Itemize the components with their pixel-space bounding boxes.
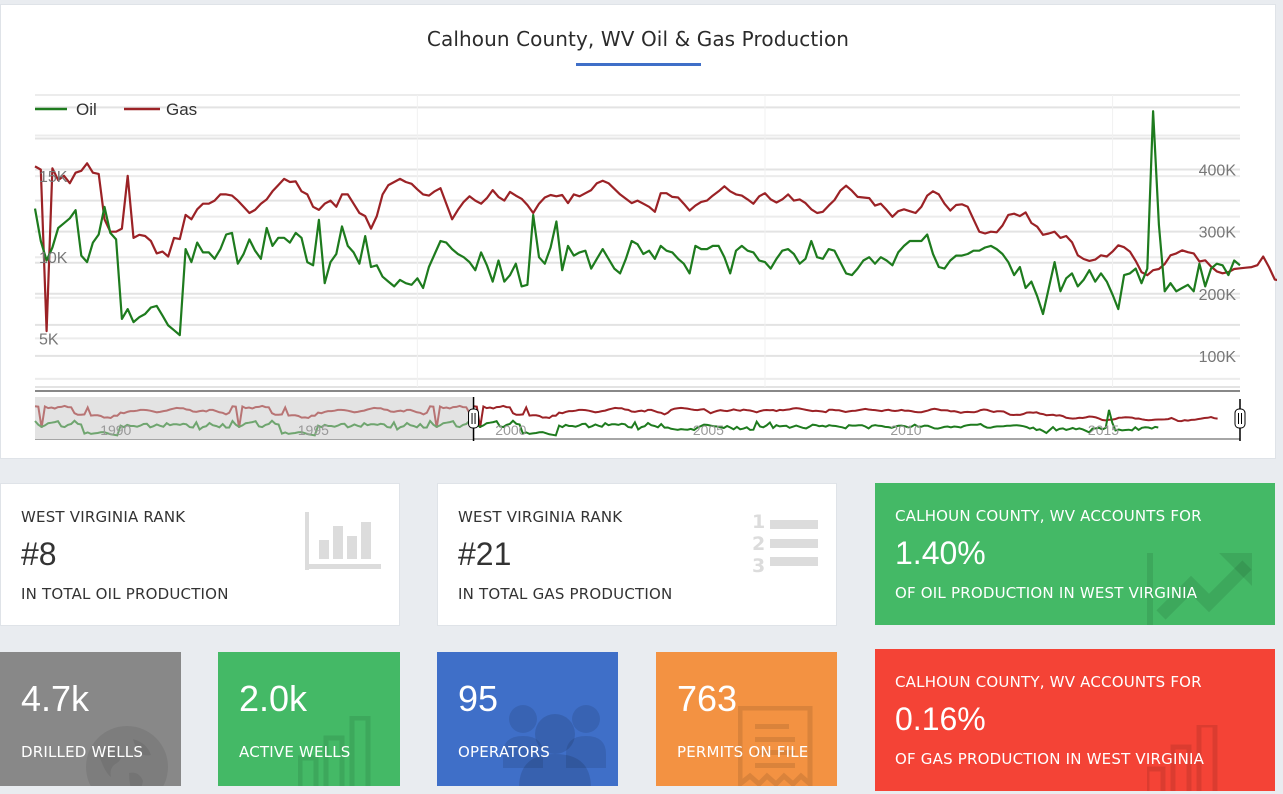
svg-text:2: 2 bbox=[752, 533, 765, 555]
tile-heading: WEST VIRGINIA RANK bbox=[21, 508, 186, 526]
tile-caption: OF GAS PRODUCTION IN WEST VIRGINIA bbox=[895, 750, 1205, 768]
production-chart-card: 5K 10K 15K 100K 200K 300K 400K Oil Gas 1990 199… bbox=[0, 4, 1277, 459]
navigator-year-label: 2000 bbox=[495, 422, 526, 438]
active-wells-label: ACTIVE WELLS bbox=[239, 743, 351, 761]
operators-label: OPERATORS bbox=[458, 743, 550, 761]
gas-rank-tile: WEST VIRGINIA RANK #21 IN TOTAL GAS PROD… bbox=[437, 483, 837, 626]
legend-gas-label: Gas bbox=[166, 100, 197, 119]
y-right-tick-label: 200K bbox=[1199, 287, 1237, 304]
oil-series-line bbox=[33, 110, 1241, 337]
tile-caption: IN TOTAL GAS PRODUCTION bbox=[458, 585, 673, 603]
tile-heading: WEST VIRGINIA RANK bbox=[458, 508, 623, 526]
permits-value: 763 bbox=[677, 678, 738, 719]
permits-tile: 763 PERMITS ON FILE bbox=[656, 652, 837, 786]
gas-share-value: 0.16% bbox=[895, 701, 986, 737]
users-icon bbox=[503, 705, 606, 786]
permits-label: PERMITS ON FILE bbox=[677, 743, 809, 761]
title-underline bbox=[576, 63, 701, 66]
tile-heading: CALHOUN COUNTY, WV ACCOUNTS FOR bbox=[895, 673, 1202, 691]
tile-caption: IN TOTAL OIL PRODUCTION bbox=[21, 585, 229, 603]
navigator-year-label: 1990 bbox=[100, 422, 131, 438]
bar-chart-icon bbox=[1147, 725, 1218, 791]
navigator-right-handle[interactable] bbox=[1234, 408, 1246, 429]
tile-caption: OF OIL PRODUCTION IN WEST VIRGINIA bbox=[895, 584, 1198, 602]
drilled-wells-label: DRILLED WELLS bbox=[21, 743, 144, 761]
y-left-tick-label: 15K bbox=[39, 169, 68, 186]
y-right-tick-label: 400K bbox=[1199, 163, 1237, 180]
svg-text:1: 1 bbox=[752, 511, 765, 533]
oil-rank-value: #8 bbox=[21, 536, 57, 572]
handle-grip bbox=[468, 408, 480, 429]
legend: Oil Gas bbox=[35, 100, 197, 119]
legend-item-gas[interactable]: Gas bbox=[124, 100, 197, 119]
active-wells-tile: 2.0k ACTIVE WELLS bbox=[218, 652, 400, 786]
document-icon bbox=[738, 706, 813, 786]
navigator-oil-line bbox=[472, 409, 1159, 437]
range-navigator[interactable]: 1990 1995 2000 2005 2010 2015 bbox=[34, 390, 1246, 441]
drilled-wells-value: 4.7k bbox=[21, 678, 90, 719]
numbered-list-icon: 1 2 3 bbox=[752, 511, 818, 577]
bar-chart-icon bbox=[298, 716, 371, 786]
y-right-tick-label: 100K bbox=[1199, 349, 1237, 366]
handle-grip bbox=[1234, 408, 1246, 429]
trend-up-icon bbox=[1147, 553, 1252, 625]
navigator-left-handle[interactable] bbox=[468, 408, 480, 429]
navigator-gas-history bbox=[34, 404, 474, 428]
oil-share-value: 1.40% bbox=[895, 535, 986, 571]
operators-value: 95 bbox=[458, 678, 499, 719]
y-right-tick-label: 300K bbox=[1199, 225, 1237, 242]
globe-icon bbox=[86, 726, 168, 786]
navigator-gas-line bbox=[473, 404, 1218, 428]
grid bbox=[35, 94, 1240, 388]
legend-item-oil[interactable]: Oil bbox=[35, 100, 97, 119]
svg-text:3: 3 bbox=[752, 555, 765, 577]
gas-share-tile: CALHOUN COUNTY, WV ACCOUNTS FOR 0.16% OF… bbox=[875, 649, 1275, 791]
y-left-tick-label: 10K bbox=[39, 250, 68, 267]
chart-title: Calhoun County, WV Oil & Gas Production bbox=[426, 27, 850, 51]
active-wells-value: 2.0k bbox=[239, 678, 308, 719]
gas-series-line bbox=[34, 162, 1277, 333]
navigator-year-label: 2005 bbox=[693, 422, 724, 438]
operators-tile: 95 OPERATORS bbox=[437, 652, 618, 786]
tile-heading: CALHOUN COUNTY, WV ACCOUNTS FOR bbox=[895, 507, 1202, 525]
oil-share-tile: CALHOUN COUNTY, WV ACCOUNTS FOR 1.40% OF… bbox=[875, 483, 1275, 625]
navigator-year-label: 1995 bbox=[298, 422, 329, 438]
legend-oil-label: Oil bbox=[76, 100, 97, 119]
oil-rank-tile: WEST VIRGINIA RANK #8 IN TOTAL OIL PRODU… bbox=[0, 483, 400, 626]
drilled-wells-tile: 4.7k DRILLED WELLS bbox=[0, 652, 181, 786]
axes: 5K 10K 15K 100K 200K 300K 400K bbox=[39, 163, 1236, 366]
series-lines bbox=[33, 110, 1277, 337]
navigator-oil-history bbox=[34, 419, 474, 437]
navigator-year-label: 2010 bbox=[890, 422, 921, 438]
gas-rank-value: #21 bbox=[458, 536, 512, 572]
bar-chart-icon bbox=[305, 512, 381, 570]
navigator-year-label: 2015 bbox=[1088, 422, 1119, 438]
y-left-tick-label: 5K bbox=[39, 331, 59, 348]
